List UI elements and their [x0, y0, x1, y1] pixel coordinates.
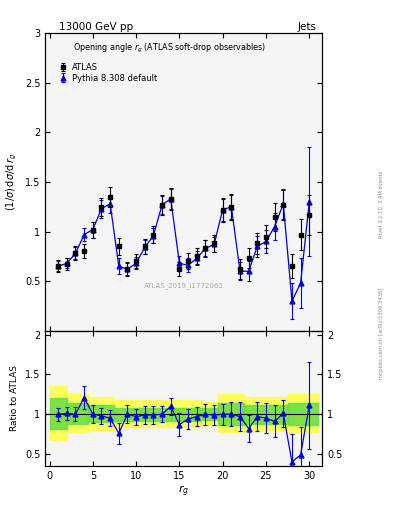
- Y-axis label: $(1/\sigma)\,\mathrm{d}\sigma/\mathrm{d}\,r_g$: $(1/\sigma)\,\mathrm{d}\sigma/\mathrm{d}…: [4, 153, 19, 211]
- Legend: ATLAS, Pythia 8.308 default: ATLAS, Pythia 8.308 default: [55, 61, 159, 84]
- Text: Jets: Jets: [298, 22, 317, 32]
- Text: 13000 GeV pp: 13000 GeV pp: [59, 22, 133, 32]
- Text: Rivet 3.1.10, 3.4M events: Rivet 3.1.10, 3.4M events: [379, 171, 384, 239]
- Text: mcplots.cern.ch [arXiv:1306.3436]: mcplots.cern.ch [arXiv:1306.3436]: [379, 287, 384, 378]
- Text: ATLAS_2019_I1772062: ATLAS_2019_I1772062: [144, 283, 224, 289]
- Text: Opening angle $r_g$ (ATLAS soft-drop observables): Opening angle $r_g$ (ATLAS soft-drop obs…: [73, 42, 266, 55]
- Y-axis label: Ratio to ATLAS: Ratio to ATLAS: [10, 366, 19, 431]
- X-axis label: $r_g$: $r_g$: [178, 483, 189, 499]
